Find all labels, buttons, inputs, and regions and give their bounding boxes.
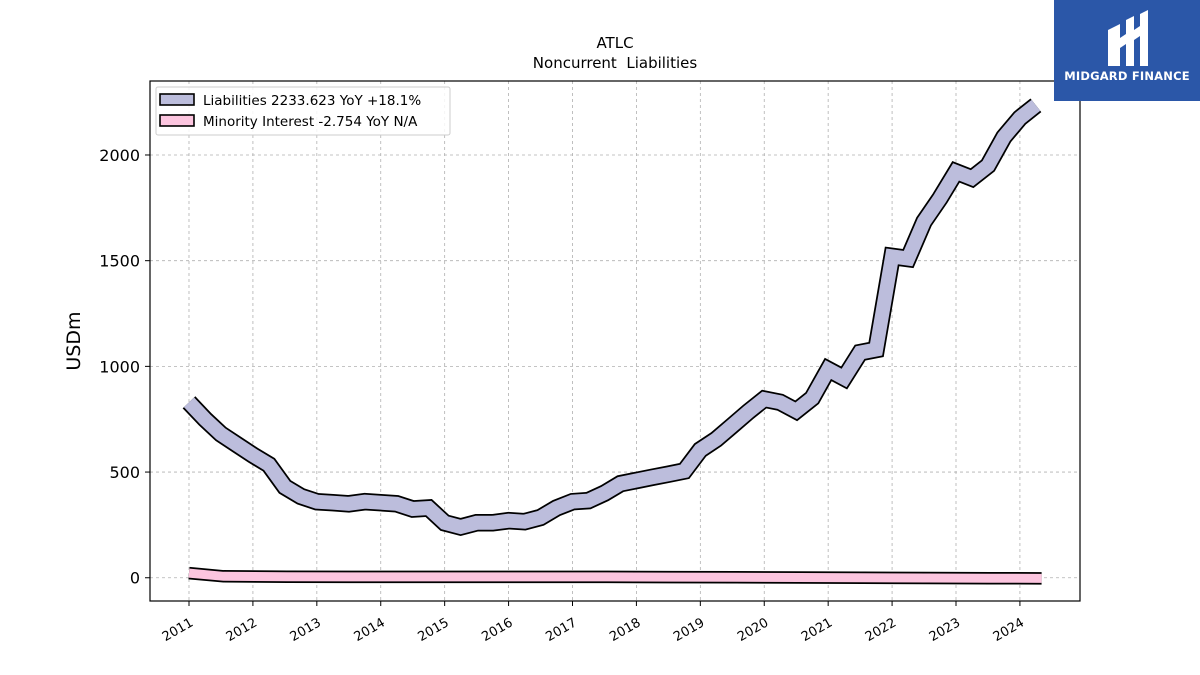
series-line <box>188 568 1042 583</box>
y-tick-label: 2000 <box>99 146 140 165</box>
y-tick-label: 1000 <box>99 357 140 376</box>
legend-swatch <box>159 114 195 127</box>
series-outline <box>182 98 1042 537</box>
grid <box>150 81 1080 601</box>
x-tick-label: 2024 <box>991 615 1027 645</box>
series-layer <box>182 98 1042 585</box>
x-tick-label: 2016 <box>479 615 515 645</box>
y-tick-label: 0 <box>130 569 140 588</box>
brand-logo: MIDGARD FINANCE <box>1054 0 1200 101</box>
x-tick-label: 2022 <box>863 615 899 645</box>
x-tick-label: 2013 <box>288 615 324 645</box>
plot-frame <box>149 80 1081 602</box>
x-tick-label: 2018 <box>607 615 643 645</box>
legend: Liabilities 2233.623 YoY +18.1% Minority … <box>155 86 451 136</box>
x-tick-label: 2020 <box>735 615 771 645</box>
series-line <box>183 99 1041 535</box>
x-tick-label: 2021 <box>799 615 835 645</box>
x-tick-label: 2012 <box>224 615 260 645</box>
y-tick-label: 500 <box>109 463 140 482</box>
x-tick-label: 2011 <box>160 615 196 645</box>
legend-swatch <box>159 93 195 106</box>
x-tick-label: 2023 <box>927 615 963 645</box>
legend-box <box>155 86 451 136</box>
brand-name: MIDGARD FINANCE <box>1064 69 1190 83</box>
x-tick-label: 2015 <box>415 615 451 645</box>
series-liabilities <box>182 98 1042 537</box>
x-axis: 2011 2012 2013 2014 2015 2016 2017 2018 2019 2020… <box>160 601 1027 645</box>
y-tick-label: 1500 <box>99 252 140 271</box>
chart-subtitle: Noncurrent Liabilities <box>533 54 698 72</box>
y-axis: 0 500 1000 1500 2000 <box>99 146 150 588</box>
legend-label: Minority Interest -2.754 YoY N/A <box>203 114 418 130</box>
y-axis-label: USDm <box>63 311 85 370</box>
chart-title: ATLC <box>596 34 633 52</box>
midgard-logo-icon <box>1108 10 1148 66</box>
x-tick-label: 2017 <box>543 615 579 645</box>
x-tick-label: 2014 <box>352 615 388 645</box>
legend-label: Liabilities 2233.623 YoY +18.1% <box>203 93 421 109</box>
series-minority-interest <box>188 566 1042 585</box>
x-tick-label: 2019 <box>671 615 707 645</box>
